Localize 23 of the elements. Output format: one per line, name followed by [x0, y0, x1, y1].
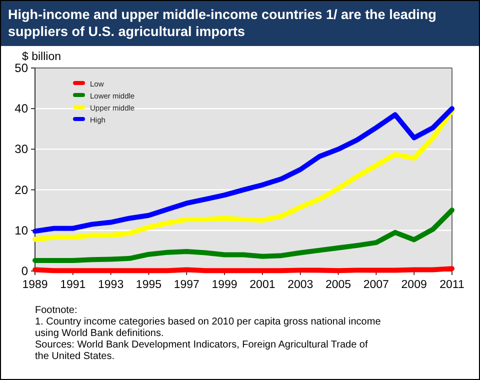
- y-tick-label: 20: [14, 182, 28, 197]
- x-tick-label: 2007: [363, 279, 389, 291]
- y-tick-label: 30: [14, 142, 28, 156]
- x-tick-label: 1999: [212, 279, 238, 291]
- y-tick-label: 50: [14, 61, 28, 75]
- x-tick-label: 2001: [250, 279, 276, 291]
- source-note: Sources: World Bank Development Indicators, Foreign Agricultural Trade of the United States.: [35, 340, 368, 362]
- x-tick-label: 1991: [60, 279, 86, 291]
- text: Footnote:: [35, 305, 78, 316]
- y-tick-label: 40: [14, 102, 28, 116]
- x-tick-label: 1993: [98, 279, 124, 291]
- x-tick-label: 1989: [22, 279, 48, 291]
- x-tick-label: 2011: [440, 279, 464, 291]
- x-tick-label: 2005: [325, 279, 352, 291]
- x-tick-label: 1995: [136, 279, 162, 291]
- x-tick-label: 1997: [174, 279, 200, 291]
- x-tick-label: 2003: [288, 279, 314, 291]
- chart-title: High-income and upper middle-income countries 1/ are the leading suppliers of U.S. agricultural imports: [8, 7, 436, 39]
- text: 1. Country income categories based on 2010 per capita gross national income using World Bank definitions.: [35, 316, 382, 339]
- y-tick-label: 0: [21, 264, 28, 278]
- y-axis-title: $ billion: [22, 51, 61, 63]
- y-tick-label: 10: [14, 223, 28, 238]
- x-tick-label: 2009: [401, 279, 427, 291]
